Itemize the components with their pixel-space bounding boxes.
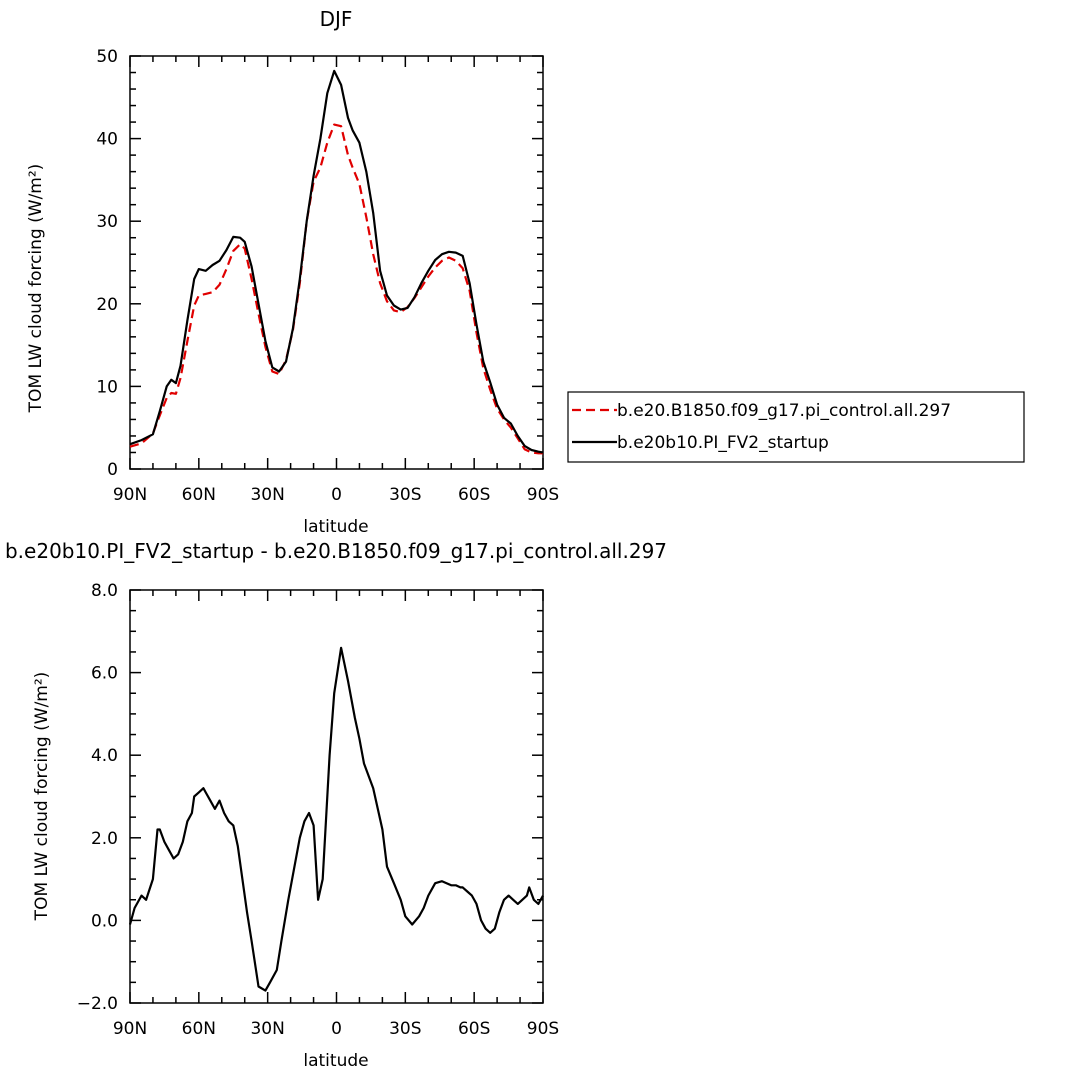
y-tick-label: 2.0 (91, 829, 118, 849)
y-tick-label: 6.0 (91, 664, 118, 684)
legend-label-1: b.e20b10.PI_FV2_startup (617, 433, 829, 453)
legend: b.e20.B1850.f09_g17.pi_control.all.297 b… (567, 391, 1025, 463)
x-tick-label: 90S (527, 1019, 559, 1039)
x-tick-label: 0 (331, 485, 342, 505)
x-tick-label: 60N (182, 1019, 216, 1039)
y-tick-label: 30 (96, 212, 118, 232)
x-tick-label: 30N (250, 1019, 284, 1039)
y-axis-label: TOM LW cloud forcing (W/m²) (26, 164, 46, 414)
x-tick-label: 30S (389, 1019, 421, 1039)
x-tick-label: 60N (182, 485, 216, 505)
series-line-1 (129, 69, 544, 454)
x-tick-label: 60S (458, 485, 490, 505)
y-tick-label: 10 (96, 377, 118, 397)
series-line-0 (129, 123, 543, 455)
y-tick-label: 40 (96, 130, 118, 150)
x-tick-label: 30S (389, 485, 421, 505)
plot-area: 90N 60N 30N 0 30S 60S 90S 0 10 20 30 40 50 (96, 47, 559, 505)
x-tick-label: 60S (458, 1019, 490, 1039)
x-tick-label: 90N (113, 1019, 147, 1039)
y-tick-label: 20 (96, 295, 118, 315)
x-axis-label: latitude (303, 1051, 368, 1071)
y-tick-label: −2.0 (77, 994, 118, 1014)
chart-title: DJF (320, 7, 353, 31)
y-tick-label: 0 (107, 460, 118, 480)
difference-panel: b.e20b10.PI_FV2_startup - b.e20.B1850.f0… (5, 539, 667, 1071)
y-axis-label: TOM LW cloud forcing (W/m²) (32, 672, 52, 922)
x-tick-label: 90S (527, 485, 559, 505)
y-tick-label: 8.0 (91, 581, 118, 601)
plot-frame (129, 589, 544, 1004)
x-tick-label: 30N (250, 485, 284, 505)
plot-area: 90N 60N 30N 0 30S 60S 90S −2.0 0.0 2.0 4.0 6.0 8.0 (77, 581, 560, 1039)
y-tick-label: 0.0 (91, 911, 118, 931)
chart-title: b.e20b10.PI_FV2_startup - b.e20.B1850.f0… (5, 539, 667, 563)
x-tick-label: 90N (113, 485, 147, 505)
djf-panel: DJF 90N 60N 30N 0 30S 60S 90S 0 10 20 30 40 50 latit… (26, 7, 1025, 537)
x-tick-label: 0 (331, 1019, 342, 1039)
legend-box (567, 391, 1025, 463)
x-axis-label: latitude (303, 517, 368, 537)
plot-frame (129, 55, 544, 470)
legend-label-0: b.e20.B1850.f09_g17.pi_control.all.297 (617, 401, 951, 421)
y-tick-label: 4.0 (91, 746, 118, 766)
y-tick-label: 50 (96, 47, 118, 67)
series-line-0 (128, 646, 544, 992)
